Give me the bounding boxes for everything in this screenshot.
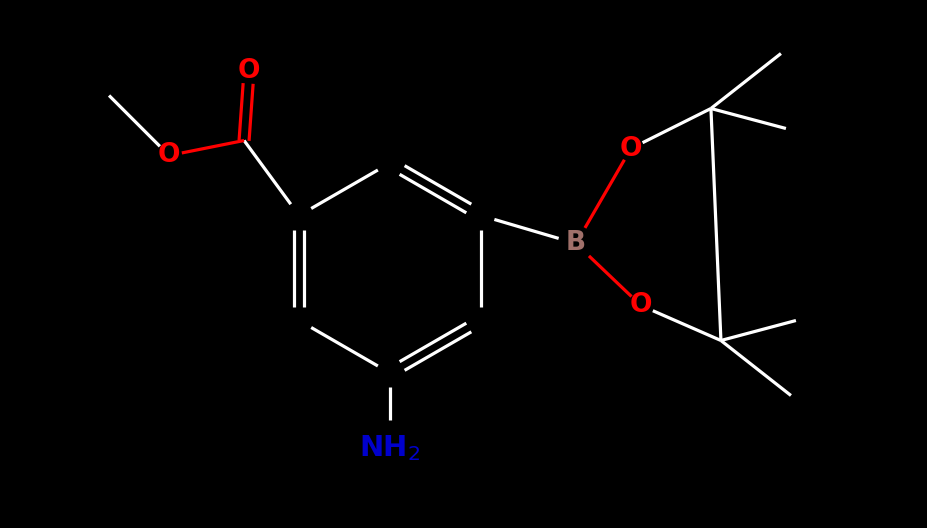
Text: O: O — [619, 136, 641, 162]
Text: O: O — [158, 143, 180, 168]
Text: O: O — [237, 58, 260, 83]
Text: O: O — [629, 293, 652, 318]
Text: NH$_2$: NH$_2$ — [359, 433, 420, 463]
Text: B: B — [565, 231, 585, 257]
